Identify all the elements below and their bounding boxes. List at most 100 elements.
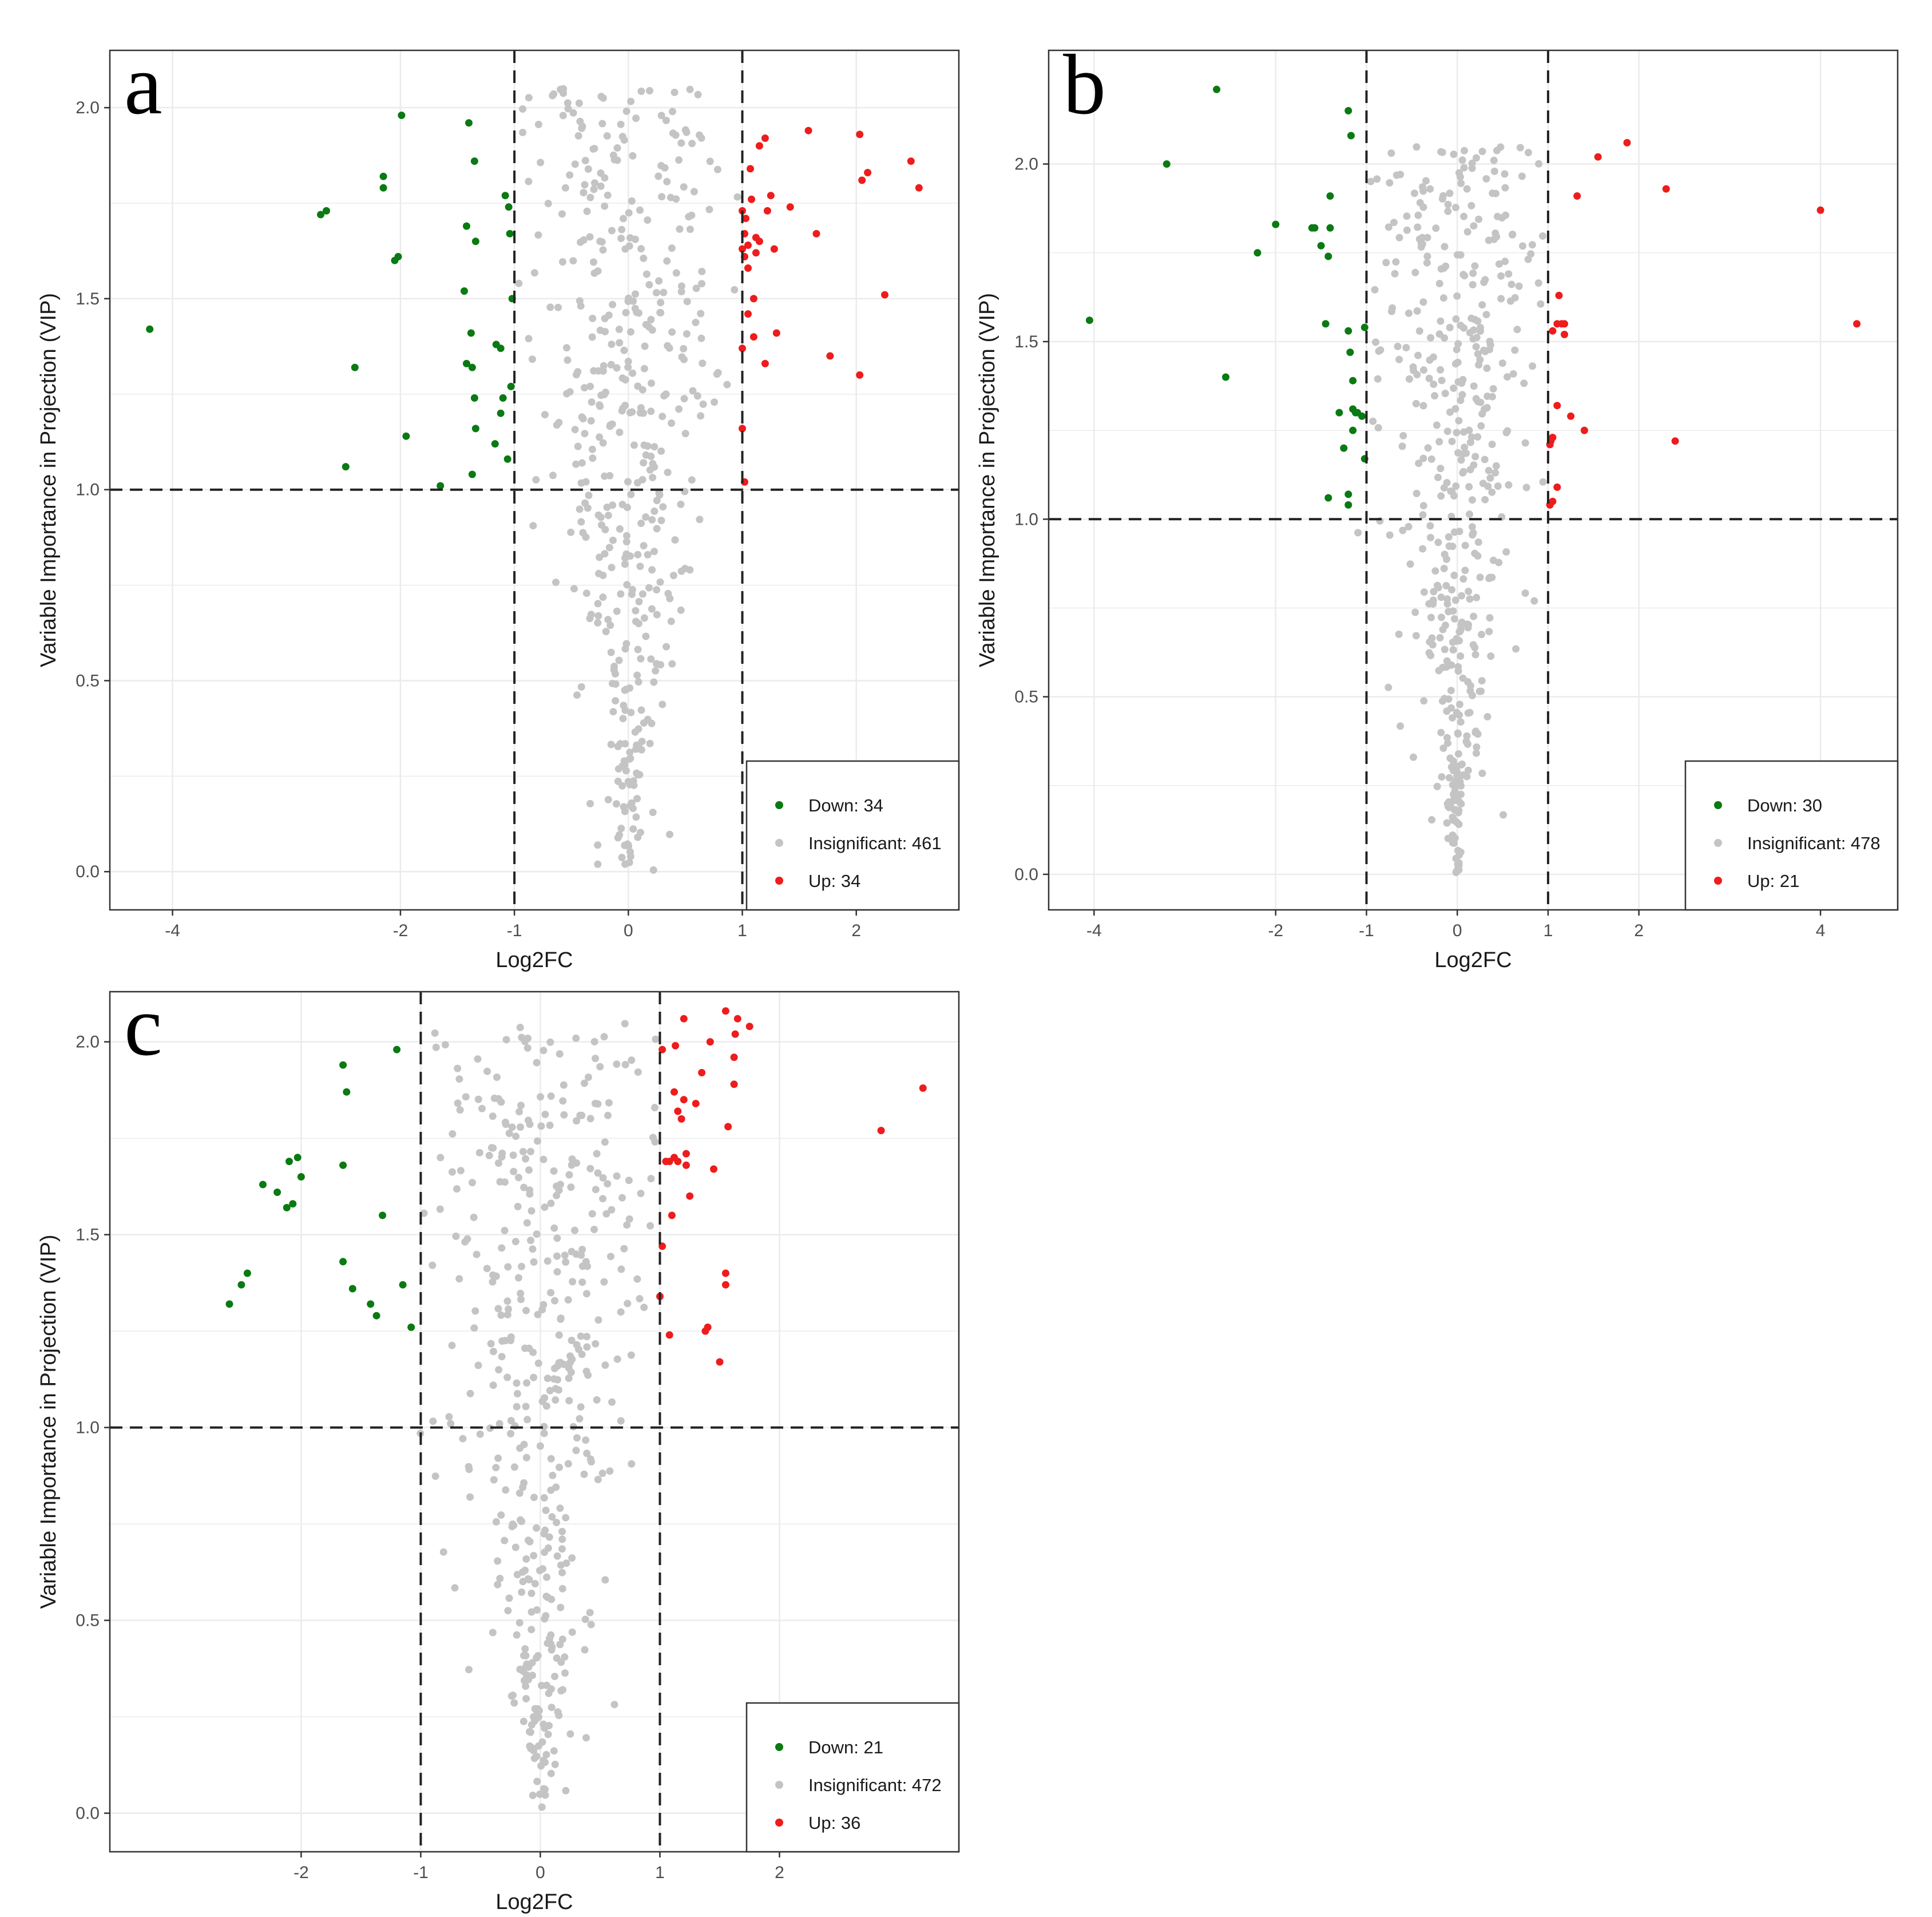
data-point-insignificant bbox=[474, 1095, 482, 1103]
data-point-insignificant bbox=[1445, 799, 1453, 806]
data-point-down bbox=[1272, 220, 1280, 228]
data-point-up bbox=[721, 1007, 729, 1015]
data-point-up bbox=[1553, 483, 1561, 491]
data-point-insignificant bbox=[1410, 753, 1417, 761]
data-point-insignificant bbox=[544, 200, 552, 208]
data-point-insignificant bbox=[562, 1258, 570, 1266]
data-point-insignificant bbox=[621, 376, 629, 384]
data-point-insignificant bbox=[1466, 438, 1474, 446]
data-point-insignificant bbox=[1433, 421, 1441, 429]
data-point-insignificant bbox=[1453, 708, 1461, 716]
data-point-insignificant bbox=[1456, 700, 1463, 708]
data-point-insignificant bbox=[522, 1306, 530, 1314]
data-point-insignificant bbox=[1520, 379, 1528, 387]
data-point-insignificant bbox=[1492, 462, 1500, 470]
data-point-insignificant bbox=[514, 1203, 522, 1210]
data-point-insignificant bbox=[530, 1258, 538, 1266]
data-point-insignificant bbox=[503, 1373, 511, 1381]
data-point-insignificant bbox=[1373, 175, 1381, 183]
data-point-up bbox=[1594, 153, 1602, 161]
data-point-insignificant bbox=[1481, 456, 1489, 464]
data-point-insignificant bbox=[1419, 402, 1427, 410]
data-point-up bbox=[682, 1161, 690, 1169]
data-point-insignificant bbox=[1449, 831, 1457, 839]
data-point-insignificant bbox=[470, 1324, 478, 1332]
data-point-up bbox=[752, 249, 760, 257]
data-point-down bbox=[1344, 501, 1352, 509]
data-point-insignificant bbox=[1423, 233, 1431, 241]
data-point-insignificant bbox=[697, 310, 705, 318]
data-point-insignificant bbox=[594, 841, 602, 849]
data-point-insignificant bbox=[650, 507, 658, 515]
data-point-up bbox=[1580, 426, 1588, 434]
data-point-down bbox=[463, 359, 470, 367]
data-point-insignificant bbox=[1449, 714, 1457, 722]
data-point-insignificant bbox=[492, 1464, 500, 1472]
data-point-insignificant bbox=[1457, 625, 1465, 633]
data-point-insignificant bbox=[1397, 722, 1405, 730]
data-point-insignificant bbox=[533, 1777, 541, 1785]
series-up bbox=[656, 1007, 927, 1366]
data-point-down bbox=[394, 253, 402, 260]
data-point-up bbox=[674, 1107, 682, 1115]
data-point-insignificant bbox=[1449, 607, 1457, 615]
data-point-insignificant bbox=[610, 1701, 618, 1709]
data-point-insignificant bbox=[624, 363, 632, 371]
data-point-down bbox=[393, 1045, 401, 1053]
series-up bbox=[1546, 138, 1861, 509]
data-point-insignificant bbox=[615, 326, 623, 334]
data-point-up bbox=[1561, 331, 1568, 338]
data-point-insignificant bbox=[1440, 565, 1448, 572]
y-axis-title: Variable Importance in Projection (VIP) bbox=[37, 1234, 61, 1609]
data-point-insignificant bbox=[658, 193, 666, 201]
data-point-insignificant bbox=[640, 1304, 648, 1312]
data-point-down bbox=[1324, 494, 1332, 502]
data-point-insignificant bbox=[1451, 806, 1459, 814]
data-point-insignificant bbox=[1467, 201, 1475, 209]
data-point-insignificant bbox=[548, 1685, 555, 1693]
data-point-insignificant bbox=[1452, 796, 1459, 803]
data-point-insignificant bbox=[1455, 777, 1463, 785]
data-point-insignificant bbox=[677, 282, 685, 290]
data-point-insignificant bbox=[1512, 645, 1520, 653]
data-point-insignificant bbox=[594, 1316, 602, 1324]
data-point-insignificant bbox=[1439, 192, 1447, 200]
data-point-insignificant bbox=[503, 1310, 511, 1318]
data-point-insignificant bbox=[1465, 588, 1473, 595]
data-point-down bbox=[285, 1158, 293, 1166]
data-point-insignificant bbox=[637, 655, 645, 663]
data-point-up bbox=[658, 1045, 667, 1053]
data-point-insignificant bbox=[1499, 811, 1507, 819]
data-point-down bbox=[491, 440, 499, 448]
data-point-insignificant bbox=[577, 479, 585, 487]
data-point-down bbox=[399, 1281, 407, 1289]
data-point-insignificant bbox=[452, 1232, 460, 1240]
data-point-insignificant bbox=[510, 1699, 518, 1707]
data-point-insignificant bbox=[1418, 233, 1426, 241]
data-point-up bbox=[812, 229, 820, 237]
data-point-insignificant bbox=[529, 522, 537, 530]
data-point-insignificant bbox=[1386, 531, 1394, 539]
data-point-insignificant bbox=[583, 1449, 591, 1457]
data-point-insignificant bbox=[1466, 595, 1474, 603]
data-point-insignificant bbox=[1441, 243, 1449, 251]
data-point-insignificant bbox=[1399, 526, 1407, 534]
data-point-insignificant bbox=[642, 513, 650, 521]
data-point-insignificant bbox=[629, 805, 637, 813]
x-tick-label: 0 bbox=[1453, 921, 1462, 940]
data-point-insignificant bbox=[495, 1366, 503, 1374]
data-point-insignificant bbox=[1437, 492, 1445, 500]
data-point-insignificant bbox=[448, 1341, 456, 1349]
data-point-insignificant bbox=[647, 655, 655, 663]
data-point-insignificant bbox=[541, 1791, 549, 1799]
data-point-down bbox=[497, 344, 505, 352]
data-point-insignificant bbox=[675, 156, 683, 164]
data-point-insignificant bbox=[1466, 687, 1474, 695]
data-point-insignificant bbox=[1444, 739, 1451, 747]
data-point-insignificant bbox=[606, 422, 614, 430]
data-point-insignificant bbox=[497, 1511, 505, 1519]
data-point-insignificant bbox=[634, 1068, 642, 1076]
data-point-insignificant bbox=[680, 344, 688, 352]
data-point-insignificant bbox=[1427, 533, 1434, 541]
data-point-insignificant bbox=[457, 1167, 465, 1175]
